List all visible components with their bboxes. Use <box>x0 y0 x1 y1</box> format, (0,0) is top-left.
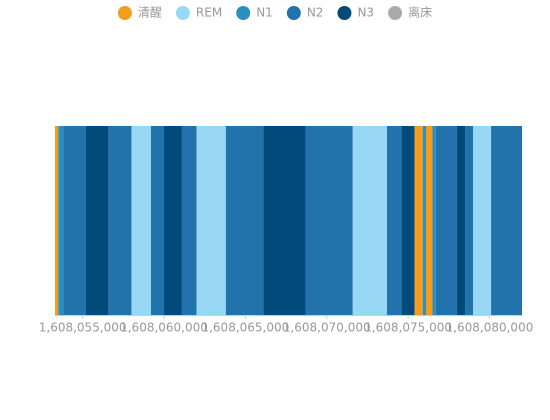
sleep-segment <box>425 126 433 315</box>
legend-item[interactable]: 离床 <box>388 5 432 21</box>
x-tick-label: 1,608,070,000 <box>283 321 371 335</box>
sleep-segment <box>131 126 152 315</box>
legend: 清醒 REM N1 N2 N3 离床 <box>117 5 432 21</box>
sleep-segment <box>401 126 415 315</box>
legend-label: N1 <box>256 6 273 20</box>
legend-marker <box>236 6 251 20</box>
legend-label: 清醒 <box>138 6 162 20</box>
legend-marker <box>175 6 190 20</box>
sleep-segment <box>108 126 132 315</box>
sleep-segment <box>164 126 182 315</box>
sleep-segment <box>55 126 59 315</box>
sleep-segment <box>386 126 402 315</box>
sleep-segment <box>63 126 86 315</box>
legend-item[interactable]: N2 <box>286 6 324 21</box>
legend-item[interactable]: REM <box>175 6 222 21</box>
sleep-segment <box>473 126 492 315</box>
sleep-segment <box>352 126 387 315</box>
legend-item[interactable]: N3 <box>337 6 374 21</box>
x-tick-label: 1,608,075,000 <box>364 321 452 335</box>
sleep-segment <box>422 126 426 315</box>
sleep-segment <box>491 126 522 315</box>
legend-label: 离床 <box>408 5 432 20</box>
sleep-segment <box>432 126 436 315</box>
x-tick-label: 1,608,060,000 <box>120 321 208 335</box>
legend-marker <box>286 6 301 20</box>
sleep-segment <box>196 126 226 315</box>
sleep-segment <box>465 126 474 315</box>
sleep-segment <box>414 126 423 315</box>
x-tick-label: 1,608,080,000 <box>446 321 534 335</box>
legend-label: REM <box>196 6 222 20</box>
sleep-segment <box>151 126 165 315</box>
legend-marker <box>337 6 352 20</box>
sleep-segment <box>85 126 109 315</box>
plot-area: 1,608,055,0001,608,060,0001,608,065,0001… <box>39 126 534 335</box>
legend-item[interactable]: N1 <box>236 6 273 21</box>
sleep-segment <box>58 126 64 315</box>
x-tick-label: 1,608,055,000 <box>39 321 127 335</box>
sleep-segment <box>225 126 264 315</box>
sleep-segment <box>263 126 306 315</box>
legend-label: N2 <box>307 6 324 20</box>
x-tick-label: 1,608,065,000 <box>201 321 289 335</box>
sleep-segment <box>181 126 197 315</box>
legend-marker <box>117 6 132 20</box>
sleep-segment <box>456 126 466 315</box>
legend-item[interactable]: 清醒 <box>117 6 162 21</box>
sleep-segment <box>435 126 457 315</box>
legend-label: N3 <box>357 6 374 20</box>
legend-marker <box>388 6 403 20</box>
sleep-segment <box>305 126 353 315</box>
